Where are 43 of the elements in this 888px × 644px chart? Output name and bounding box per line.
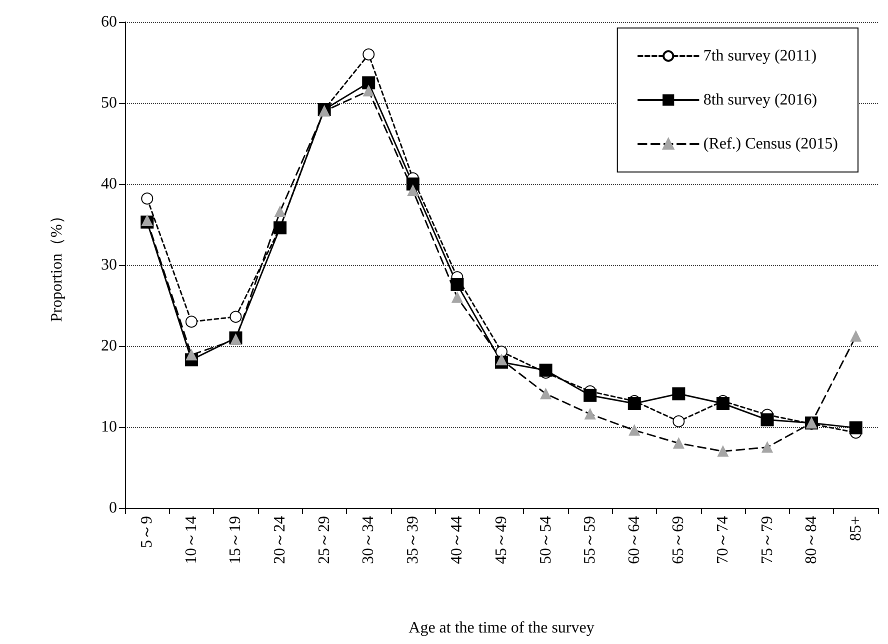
x-tick-label: 55～59	[582, 516, 599, 564]
y-tick-label: 60	[101, 14, 117, 30]
point	[450, 278, 464, 291]
point	[362, 48, 375, 60]
point	[539, 364, 552, 377]
y-tick-label: 10	[101, 418, 117, 436]
x-tick-label: 35～39	[404, 516, 422, 564]
x-tick-label: 65～69	[670, 516, 688, 564]
y-tick-label: 20	[101, 338, 117, 354]
x-tick-label: 45～49	[493, 516, 510, 564]
point	[716, 397, 730, 410]
point	[230, 310, 242, 323]
y-tick-label: 0	[109, 500, 117, 516]
point	[584, 388, 597, 402]
y-tick-label: 50	[101, 94, 117, 112]
x-tick-label: 15～19	[227, 516, 244, 564]
legend-label: (Ref.) Census (2015)	[703, 136, 838, 152]
point	[628, 397, 641, 410]
x-tick-label: 5～9	[138, 516, 156, 548]
x-axis-title: Age at the time of the survey	[408, 620, 594, 636]
x-tick-label: 20～24	[272, 516, 289, 564]
x-tick-label: 50～54	[537, 516, 554, 564]
x-tick-label: 75～79	[758, 516, 776, 564]
x-tick-label: 25～29	[316, 516, 333, 564]
x-tick-label: 80～84	[803, 516, 820, 564]
x-tick-label: 10～14	[182, 516, 200, 564]
point	[760, 413, 774, 426]
point	[672, 387, 686, 400]
x-tick-label: 30～34	[360, 516, 378, 564]
y-tick-label: 30	[101, 256, 117, 274]
y-tick-label: 40	[101, 176, 117, 192]
legend-label: 7th survey (2011)	[703, 48, 817, 64]
legend-label: 8th survey (2016)	[703, 92, 818, 108]
x-tick-label: 60～64	[626, 516, 643, 564]
point	[672, 415, 685, 428]
point	[185, 316, 198, 328]
point	[849, 421, 862, 434]
x-tick-label: 40～44	[448, 516, 466, 564]
x-tick-label: 70～74	[714, 516, 732, 564]
x-tick-label: 85+	[847, 516, 864, 542]
point	[362, 76, 376, 90]
y-axis-title: Proportion（%）	[48, 208, 66, 322]
point	[141, 192, 154, 205]
